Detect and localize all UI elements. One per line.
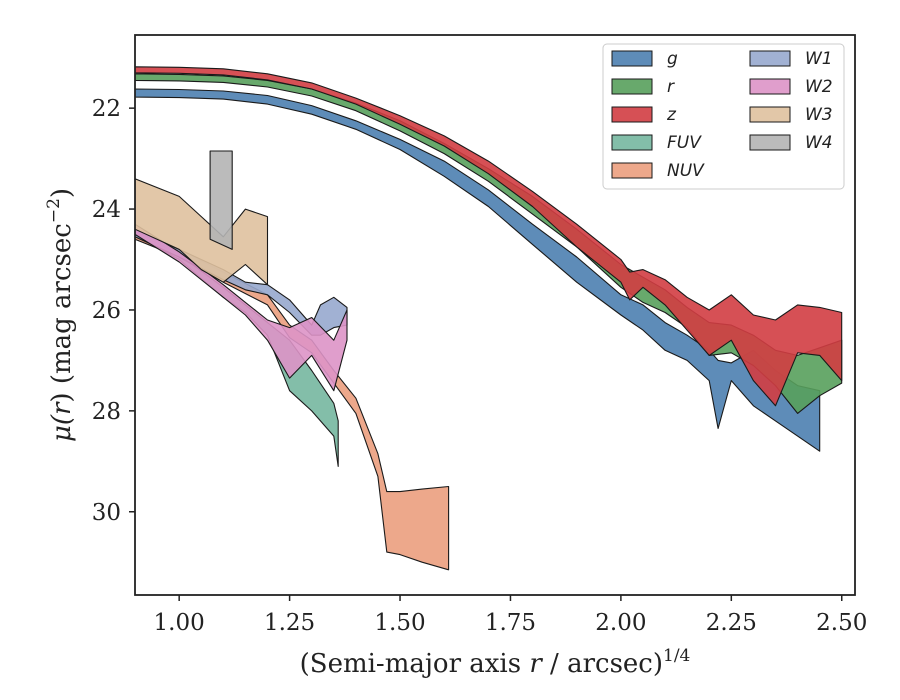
x-axis-ticks: 1.00 1.25 1.50 1.75 2.00 2.25 2.50	[154, 595, 867, 636]
y-tick-label: 28	[92, 399, 121, 425]
x-tick-label: 1.25	[264, 610, 315, 636]
band-w2	[135, 223, 348, 392]
legend: grz FUV NUV W1 W2 W3 W4	[602, 43, 845, 190]
y-axis-ticks: 22 24 26 28 30	[92, 96, 135, 526]
plot-frame	[134, 34, 856, 596]
x-tick-label: 2.50	[816, 610, 867, 636]
legend-swatch-r	[611, 78, 653, 95]
band-z	[135, 66, 843, 407]
y-axis-label: μ(r) (mag arcsec−2)	[44, 188, 77, 442]
legend-label-z: z	[666, 105, 677, 125]
x-tick-label: 1.00	[154, 610, 205, 636]
legend-label-r: r	[667, 77, 675, 97]
band-w4	[209, 150, 233, 250]
y-tick-label: 22	[92, 96, 121, 122]
legend-swatch-w1	[749, 50, 791, 67]
y-tick-label: 30	[92, 500, 121, 526]
legend-swatch-g	[611, 50, 653, 67]
x-axis-label: (Semi-major axis r / arcsec)1/4	[300, 646, 691, 679]
legend-swatch-z	[611, 106, 653, 123]
legend-label-fuv: FUV	[667, 133, 702, 153]
profile-bands	[135, 66, 843, 571]
band-w3	[135, 178, 269, 286]
x-tick-label: 2.25	[706, 610, 757, 636]
legend-label-w2: W2	[805, 77, 833, 97]
legend-label-w1: W1	[805, 49, 833, 69]
legend-label-w3: W3	[805, 105, 833, 125]
legend-swatch-fuv	[611, 134, 653, 151]
legend-swatch-nuv	[611, 162, 653, 179]
x-tick-label: 1.50	[374, 610, 425, 636]
y-tick-label: 26	[92, 298, 121, 324]
x-tick-label: 1.75	[485, 610, 536, 636]
legend-label-g: g	[667, 49, 678, 69]
legend-label-w4: W4	[805, 133, 833, 153]
band-g	[135, 88, 821, 452]
x-tick-label: 2.00	[595, 610, 646, 636]
legend-swatch-w4	[749, 134, 791, 151]
legend-swatch-w2	[749, 78, 791, 95]
legend-label-nuv: NUV	[667, 161, 705, 181]
legend-swatch-w3	[749, 106, 791, 123]
y-tick-label: 24	[92, 197, 121, 223]
